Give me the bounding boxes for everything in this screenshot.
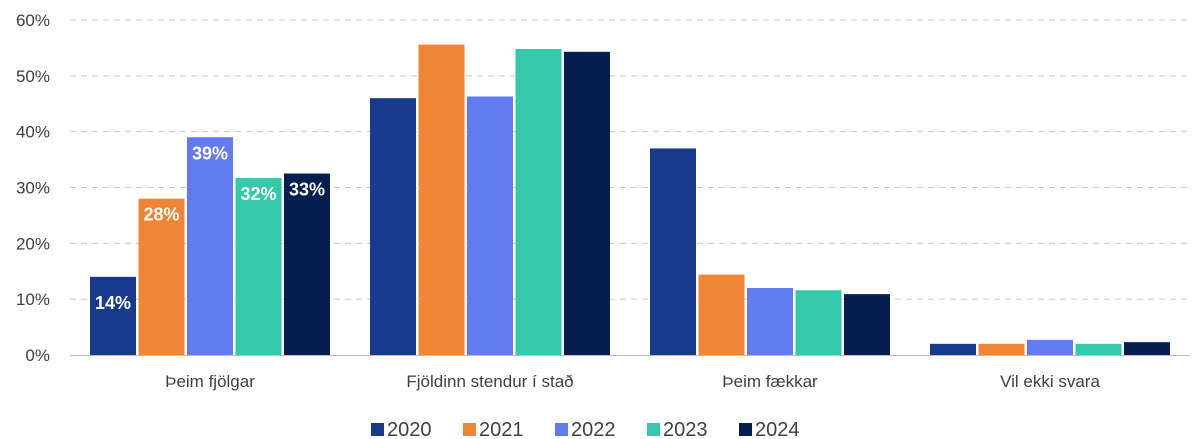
bar-2020-2 [370,98,416,356]
bar-2024-1 [284,173,330,355]
bar-2021-4 [978,343,1025,355]
legend-swatch-2022 [555,423,568,436]
data-label-2021: 28% [143,205,179,225]
bar-2020-3 [650,148,696,355]
bar-2023-1 [235,178,282,355]
data-label-2024: 33% [289,180,325,200]
legend-label-2024: 2024 [755,419,800,439]
data-label-2022: 39% [192,143,228,163]
legend-label-2020: 2020 [387,419,432,439]
bar-2020-1 [90,276,136,355]
bar-2023-3 [795,290,842,355]
legend-swatch-2023 [647,423,660,436]
bar-2021-1 [138,198,185,355]
y-tick-label: 20% [16,234,50,253]
category-label: Fjöldinn stendur í stað [406,372,573,391]
bar-2024-4 [1124,342,1170,355]
data-labels: 14% 28% 39% 32% 33% [95,143,325,313]
y-tick-label: 60% [16,11,50,30]
bar-2023-4 [1075,343,1122,355]
bar-2024-3 [844,294,890,355]
y-tick-label: 10% [16,290,50,309]
bar-2022-1 [187,137,233,355]
bar-2020-4 [930,343,976,355]
y-tick-label: 0% [25,346,50,365]
legend-label-2023: 2023 [663,419,708,439]
y-tick-label: 40% [16,123,50,142]
bar-2021-2 [418,44,465,356]
bars [90,44,1170,356]
legend-label-2022: 2022 [571,419,616,439]
legend-swatch-2021 [463,423,476,436]
bar-2024-2 [564,51,610,355]
bar-2022-4 [1027,339,1073,355]
data-label-2023: 32% [240,184,276,204]
bar-2023-2 [515,49,562,356]
legend-swatch-2020 [371,423,384,436]
x-axis-category-labels: Þeim fjölgar Fjöldinn stendur í stað Þeim … [165,372,1100,391]
data-label-2020: 14% [95,293,131,313]
bar-2022-2 [467,96,513,355]
category-label: Vil ekki svara [1000,372,1100,391]
legend-swatch-2024 [739,423,752,436]
bar-2022-3 [747,288,793,355]
legend-label-2021: 2021 [479,419,524,439]
legend: 2020 2021 2022 2023 2024 [371,419,800,439]
category-label: Þeim fækkar [722,372,818,391]
category-label: Þeim fjölgar [165,372,255,391]
y-tick-label: 50% [16,67,50,86]
y-tick-label: 30% [16,179,50,198]
y-axis-tick-labels: 0% 10% 20% 30% 40% 50% 60% [16,11,50,365]
bar-2021-3 [698,274,745,355]
